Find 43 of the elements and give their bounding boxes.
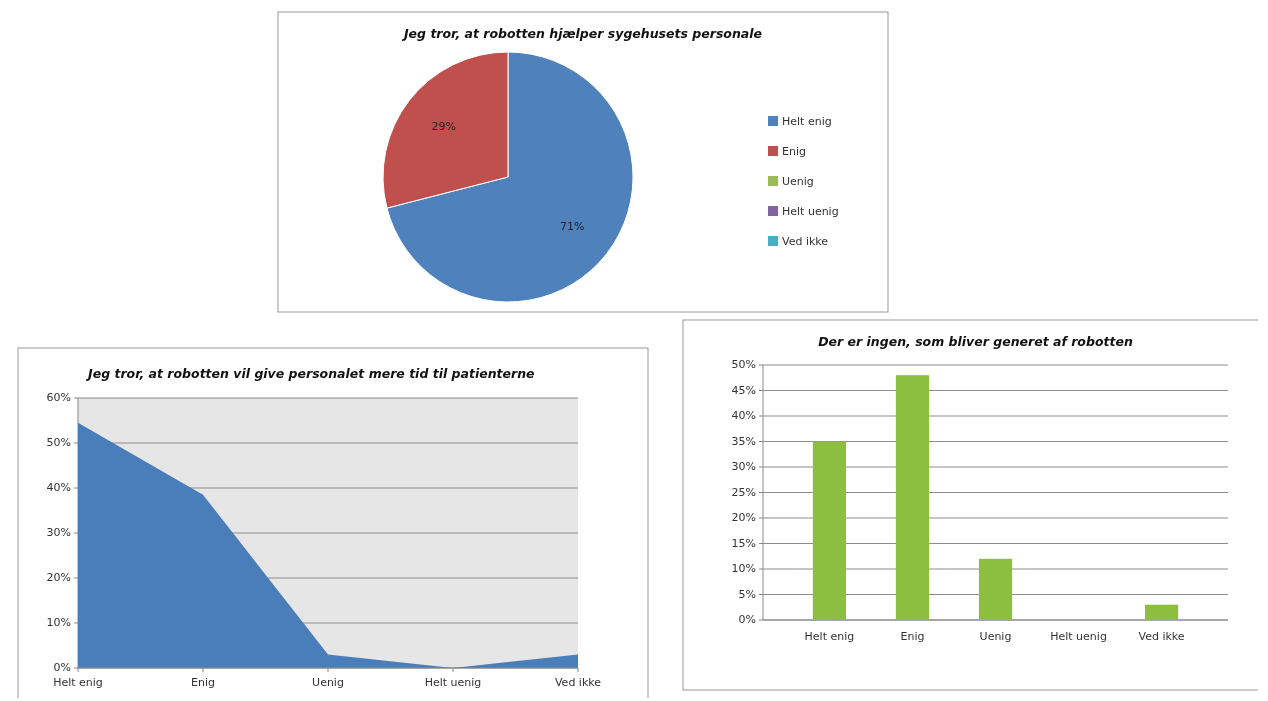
x-tick-label: Helt enig [53, 676, 103, 689]
x-tick-label: Enig [191, 676, 215, 689]
legend-label: Helt uenig [782, 205, 839, 218]
y-tick-label: 40% [731, 409, 756, 422]
x-tick-label: Uenig [979, 630, 1012, 643]
y-tick-label: 10% [731, 562, 756, 575]
y-tick-label: 60% [46, 391, 71, 404]
y-tick-label: 0% [738, 613, 756, 626]
legend-label: Uenig [782, 175, 814, 188]
y-tick-label: 35% [731, 434, 756, 448]
chart-title: Jeg tror, at robotten hjælper sygehusets personale [400, 26, 763, 41]
x-tick-label: Ved ikke [1138, 630, 1185, 643]
y-tick-label: 20% [731, 511, 756, 524]
chart-title: Jeg tror, at robotten vil give personalet mere tid til patienterne [85, 366, 535, 381]
y-tick-label: 25% [731, 485, 756, 499]
x-tick-label: Enig [900, 630, 925, 643]
y-tick-label: 15% [731, 536, 756, 550]
y-tick-label: 30% [731, 460, 756, 473]
y-tick-label: 30% [46, 526, 71, 539]
bar [895, 375, 930, 620]
y-tick-label: 5% [738, 587, 756, 601]
x-tick-label: Helt uenig [424, 676, 482, 689]
y-tick-label: 0% [53, 661, 71, 674]
bar [1144, 604, 1179, 620]
x-tick-label: Helt uenig [1050, 630, 1107, 643]
pie-slice [386, 51, 634, 303]
data-label: 71% [559, 219, 585, 233]
bar [978, 558, 1013, 620]
legend-label: Ved ikke [782, 235, 829, 248]
y-tick-label: 45% [731, 383, 756, 397]
data-label: 29% [431, 120, 457, 134]
bar [812, 441, 847, 620]
y-tick-label: 10% [46, 616, 71, 629]
legend-label: Helt enig [782, 115, 832, 128]
x-tick-label: Helt enig [804, 630, 855, 643]
y-tick-label: 40% [46, 481, 71, 494]
y-tick-label: 50% [46, 436, 71, 449]
y-tick-label: 50% [731, 358, 756, 371]
x-tick-label: Ved ikke [554, 676, 602, 689]
x-tick-label: Uenig [312, 676, 344, 689]
chart-title: Der er ingen, som bliver generet af robotten [818, 334, 1133, 349]
legend-label: Enig [782, 145, 806, 158]
y-tick-label: 20% [46, 571, 71, 584]
